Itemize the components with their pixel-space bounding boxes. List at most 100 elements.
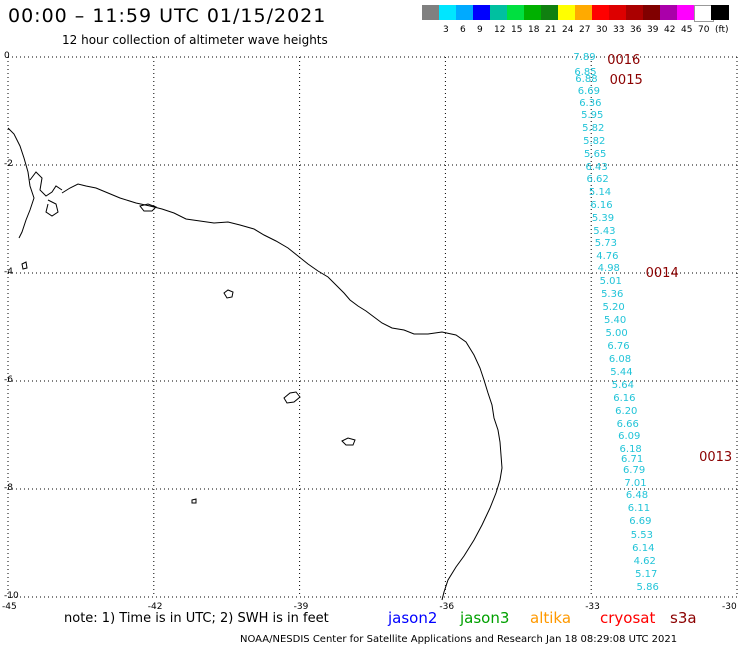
legend-label: 15 (511, 25, 523, 35)
wave-height-value: 7.01 (624, 477, 647, 489)
map-title: 00:00 – 11:59 UTC 01/15/2021 (8, 5, 327, 27)
legend-swatch (490, 5, 508, 20)
legend-swatch (592, 5, 610, 20)
legend-label: (ft) (715, 25, 729, 35)
wave-height-value: 6.20 (615, 405, 638, 417)
wave-height-value: 6.11 (627, 502, 651, 514)
wave-height-value: 5.86 (636, 582, 659, 594)
legend-label: 39 (647, 25, 659, 35)
latitude-tick-label: -4 (4, 267, 13, 277)
map-subtitle: 12 hour collection of altimeter wave hei… (62, 33, 328, 47)
wave-height-value: 5.01 (599, 276, 622, 288)
legend-swatch (558, 5, 576, 20)
legend-label: 42 (664, 25, 676, 35)
wave-height-value: 6.71 (620, 454, 644, 466)
legend-label: 36 (630, 25, 642, 35)
wave-height-value: 4.76 (596, 251, 619, 263)
mainland-coastline (61, 183, 503, 601)
island-1 (223, 289, 234, 299)
longitude-tick-label: -39 (293, 602, 309, 612)
wave-height-value: 6.79 (622, 465, 646, 477)
wave-height-value: 4.62 (633, 556, 656, 568)
wave-height-value: 5.73 (594, 238, 618, 250)
wave-height-value: 5.36 (601, 289, 624, 301)
units-note: note: 1) Time is in UTC; 2) SWH is in fe… (64, 611, 329, 626)
wave-height-value: 6.66 (616, 418, 639, 430)
legend-label: 21 (545, 25, 557, 35)
latitude-tick-label: -10 (4, 591, 19, 601)
wave-height-value: 5.40 (603, 315, 627, 327)
wave-height-value: 6.08 (608, 353, 632, 365)
longitude-tick-label: -33 (585, 602, 600, 612)
pass-time-label: 0014 (645, 266, 679, 281)
longitude-tick-label: -45 (2, 602, 17, 612)
satellite-name-cryosat: cryosat (600, 609, 656, 627)
legend-swatch (643, 5, 661, 20)
pass-time-label: 0015 (609, 72, 643, 88)
legend-label: 45 (681, 25, 693, 35)
legend-swatch (609, 5, 627, 20)
wave-height-value: 6.88 (575, 74, 598, 86)
legend-swatch (439, 5, 457, 20)
legend-label: 18 (528, 25, 540, 35)
island-2 (283, 391, 301, 404)
wave-height-value: 5.64 (611, 379, 635, 391)
longitude-tick-label: -30 (722, 602, 737, 612)
legend-swatch (660, 5, 678, 20)
longitude-tick-label: -42 (147, 602, 163, 612)
legend-label: 30 (596, 25, 608, 35)
legend-swatch (422, 5, 440, 20)
wave-height-value: 5.43 (593, 225, 616, 237)
latitude-tick-label: -6 (4, 375, 13, 385)
legend-swatch (456, 5, 474, 20)
wave-height-value: 5.95 (581, 109, 604, 121)
wave-height-value: 5.82 (582, 122, 605, 134)
wave-height-value: 6.43 (585, 161, 608, 173)
longitude-tick-label: -36 (439, 602, 455, 612)
satellite-name-jason3: jason3 (460, 609, 510, 627)
satellite-name-s3a: s3a (670, 609, 697, 627)
latitude-tick-label: 0 (4, 51, 10, 61)
legend-label: 12 (494, 25, 506, 35)
legend-swatch (507, 5, 525, 20)
wave-height-value: 6.36 (579, 97, 602, 109)
island-4 (139, 203, 157, 212)
wave-height-value: 6.62 (586, 174, 609, 186)
wave-height-value: 5.00 (605, 328, 628, 340)
legend-label: 6 (460, 25, 466, 35)
map-grid (7, 56, 738, 598)
wave-height-value: 6.18 (619, 444, 642, 456)
wave-height-value: 5.82 (583, 135, 606, 147)
pass-time-label: 0013 (699, 449, 733, 465)
legend-swatch (711, 5, 729, 20)
legend-swatch (677, 5, 695, 20)
coastline (7, 127, 503, 601)
legend-label: 33 (613, 25, 625, 35)
wave-height-value: 6.16 (590, 200, 613, 212)
wave-height-value: 6.48 (625, 490, 649, 502)
wave-height-value: 6.76 (607, 340, 630, 352)
satellite-name-altika: altika (530, 609, 572, 627)
island-5 (21, 261, 28, 270)
legend-label: 70 (698, 25, 710, 35)
legend-label: 24 (562, 25, 574, 35)
island-3 (341, 437, 356, 446)
wave-height-value: 6.16 (613, 392, 636, 404)
wave-height-value: 5.17 (635, 569, 658, 581)
wave-height-value: 6.85 (574, 66, 597, 78)
credit-line: NOAA/NESDIS Center for Satellite Applica… (240, 634, 678, 645)
legend-swatch (626, 5, 644, 20)
legend-label: 27 (579, 25, 591, 35)
wave-height-value: 5.53 (630, 529, 653, 541)
wave-height-value: 6.69 (629, 516, 652, 528)
wave-height-value: 6.69 (577, 86, 600, 98)
satellite-name-jason2: jason2 (388, 609, 438, 627)
legend-swatch (575, 5, 593, 20)
legend-swatch (473, 5, 491, 20)
wave-height-value: 5.65 (584, 149, 607, 161)
wave-height-value: 6.14 (632, 543, 655, 555)
wave-height-value: 5.44 (610, 366, 633, 378)
legend-label: 9 (477, 25, 483, 35)
wave-height-value: 5.20 (602, 302, 625, 314)
